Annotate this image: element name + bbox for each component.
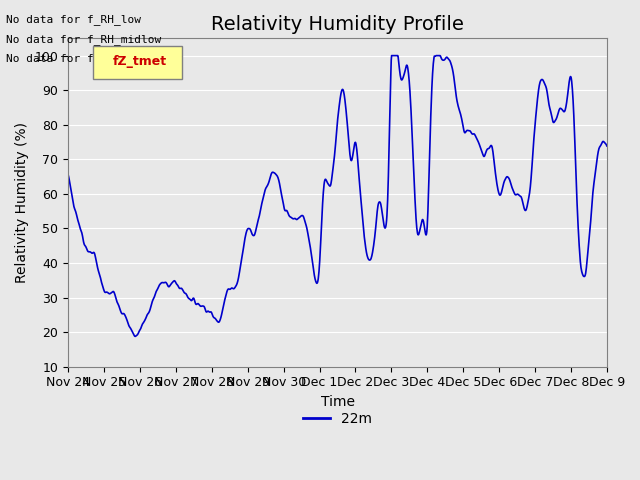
X-axis label: Time: Time	[321, 395, 355, 409]
Text: No data for f_RH_midtop: No data for f_RH_midtop	[6, 53, 162, 64]
Text: No data for f_RH_midlow: No data for f_RH_midlow	[6, 34, 162, 45]
Legend: 22m: 22m	[297, 407, 378, 432]
Text: No data for f_RH_low: No data for f_RH_low	[6, 14, 141, 25]
Text: fZ_tmet: fZ_tmet	[113, 55, 166, 68]
Title: Relativity Humidity Profile: Relativity Humidity Profile	[211, 15, 464, 34]
Y-axis label: Relativity Humidity (%): Relativity Humidity (%)	[15, 122, 29, 283]
